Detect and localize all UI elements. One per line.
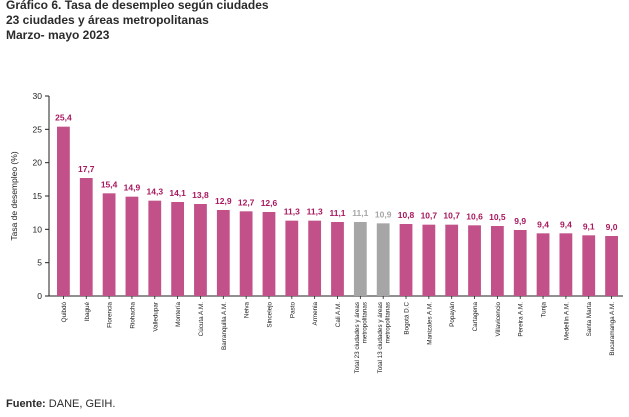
y-tick-label: 15 [33, 191, 43, 201]
data-label: 11,3 [307, 207, 323, 217]
bar [490, 226, 504, 296]
bar [148, 200, 162, 296]
data-label: 9,4 [537, 219, 549, 229]
data-label: 9,1 [583, 221, 595, 231]
data-label: 10,5 [489, 212, 506, 222]
x-tick-label: Bucaramanga A.M. [609, 302, 616, 356]
bar [79, 178, 93, 296]
source-label: Fuente: [6, 398, 46, 410]
bar [468, 225, 481, 296]
bar [376, 223, 390, 296]
data-label: 11,1 [329, 208, 345, 218]
data-label: 9,9 [514, 216, 526, 226]
y-tick-label: 25 [33, 124, 43, 134]
source-text: DANE, GEIH. [48, 398, 116, 410]
x-tick-label: Riohacha [129, 302, 136, 329]
bar [582, 235, 596, 296]
x-tick-label: Montería [175, 302, 182, 327]
data-label: 11,1 [352, 208, 368, 218]
data-label: 13,8 [192, 190, 209, 200]
x-tick-label: Manizales A.M. [426, 302, 433, 345]
data-label: 15,4 [101, 179, 118, 189]
bar [445, 224, 459, 296]
data-label: 17,7 [78, 164, 95, 174]
x-tick-label: Medellín A.M. [563, 302, 570, 340]
y-axis-title: Tasa de desempleo (%) [9, 151, 19, 240]
bar [559, 233, 573, 296]
bar [422, 224, 436, 296]
bar [536, 233, 550, 296]
chart-title: Gráfico 6. Tasa de desempleo según ciuda… [6, 0, 269, 12]
y-tick-label: 0 [37, 291, 42, 301]
chart-subtitle: 23 ciudades y áreas metropolitanas [6, 13, 209, 27]
bar [285, 220, 299, 296]
bar [513, 230, 527, 296]
x-tick-label: metropolitanas [384, 302, 391, 343]
x-tick-label: Cali A.M. [335, 302, 342, 327]
x-tick-label: Tunja [541, 302, 548, 318]
data-label: 10,7 [443, 211, 460, 221]
x-tick-label: Quibdó [61, 302, 68, 323]
x-tick-label: Popayán [449, 302, 456, 327]
bar [57, 126, 70, 296]
x-tick-label: Valledupar [152, 302, 159, 332]
data-label: 10,6 [466, 211, 483, 221]
chart-period: Marzo- mayo 2023 [6, 28, 110, 42]
y-tick-label: 30 [33, 91, 43, 101]
x-tick-label: Neiva [244, 302, 251, 319]
data-label: 10,9 [375, 209, 392, 219]
data-label: 10,7 [421, 211, 438, 221]
data-label: 14,9 [124, 183, 141, 193]
data-label: 12,9 [215, 196, 232, 206]
x-tick-label: Sincelejo [266, 302, 273, 328]
data-label: 9,0 [606, 222, 618, 232]
y-tick-label: 20 [33, 158, 43, 168]
data-label: 11,3 [284, 207, 300, 217]
bar [102, 193, 116, 296]
x-tick-label: Pasto [289, 302, 296, 319]
bar [171, 202, 185, 296]
bar [239, 211, 253, 296]
data-label: 14,3 [147, 187, 164, 197]
x-tick-label: Cúcuta A.M. [198, 302, 205, 337]
x-tick-label: Ibagué [84, 302, 91, 322]
x-tick-label: Total 23 ciudades y áreas [354, 302, 361, 373]
bar [308, 220, 322, 296]
x-tick-label: Total 13 ciudades y áreas [377, 302, 384, 373]
data-label: 25,4 [55, 113, 72, 123]
x-tick-label: Santa Marta [586, 302, 593, 337]
x-tick-label: Pereira A.M. [518, 302, 525, 337]
y-tick-label: 5 [37, 258, 42, 268]
data-label: 14,1 [169, 188, 186, 198]
data-label: 9,4 [560, 219, 572, 229]
source-note: Fuente: DANE, GEIH. [6, 398, 115, 410]
data-label: 10,8 [398, 210, 415, 220]
data-label: 12,7 [238, 197, 255, 207]
x-tick-label: Bogotá D.C [404, 302, 411, 335]
x-tick-label: Cartagena [472, 302, 479, 332]
data-label: 12,6 [261, 198, 278, 208]
bar [216, 210, 230, 296]
bar [125, 196, 139, 296]
bar [194, 204, 207, 296]
y-tick-label: 10 [33, 224, 43, 234]
x-tick-label: Armenia [312, 302, 319, 326]
chart-title-block: Gráfico 6. Tasa de desempleo según ciuda… [6, 0, 566, 43]
x-tick-label: Florencia [107, 302, 114, 328]
x-tick-label: Villavicencio [495, 302, 502, 337]
bar [353, 222, 367, 296]
bar [331, 222, 344, 296]
bar [605, 236, 618, 296]
bar-chart: 0 5 10 15 20 25 30 Tasa de desempleo (%) 25,4 Qui… [9, 91, 623, 373]
bar [399, 224, 413, 296]
x-tick-label: Barranquilla A.M. [221, 302, 228, 350]
bar [262, 212, 276, 296]
x-tick-label: metropolitanas [362, 302, 369, 343]
